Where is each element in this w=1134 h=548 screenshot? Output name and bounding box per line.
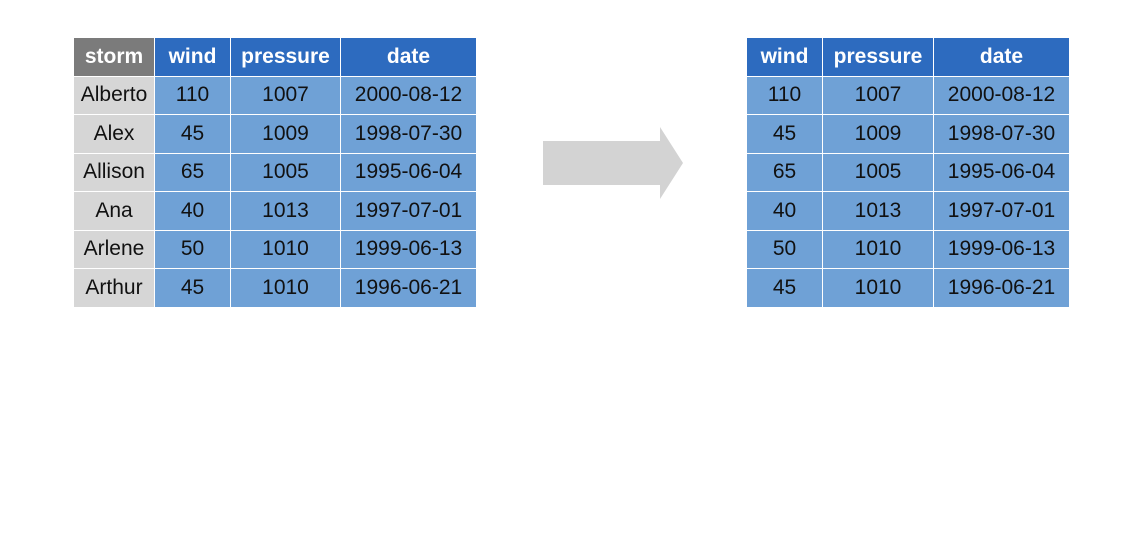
cell-storm: Alberto — [73, 75, 155, 115]
cell-wind: 110 — [154, 75, 231, 115]
result-table: wind pressure date 110 1007 2000-08-12 4… — [746, 37, 1070, 308]
cell-date: 1995-06-04 — [340, 152, 477, 192]
cell-storm: Alex — [73, 114, 155, 154]
cell-wind: 50 — [154, 229, 231, 269]
result-header-row: wind pressure date — [746, 37, 1070, 77]
source-header-row: storm wind pressure date — [73, 37, 477, 77]
cell-storm: Arthur — [73, 268, 155, 308]
cell-date: 1996-06-21 — [933, 268, 1070, 308]
cell-pressure: 1013 — [230, 191, 341, 231]
table-row: 45 1009 1998-07-30 — [746, 114, 1070, 154]
cell-pressure: 1007 — [822, 75, 934, 115]
table-row: 50 1010 1999-06-13 — [746, 229, 1070, 269]
cell-date: 1999-06-13 — [340, 229, 477, 269]
cell-date: 1997-07-01 — [933, 191, 1070, 231]
cell-pressure: 1009 — [230, 114, 341, 154]
cell-date: 2000-08-12 — [933, 75, 1070, 115]
table-row: Arlene 50 1010 1999-06-13 — [73, 229, 477, 269]
cell-date: 1998-07-30 — [933, 114, 1070, 154]
table-row: Ana 40 1013 1997-07-01 — [73, 191, 477, 231]
cell-wind: 110 — [746, 75, 823, 115]
cell-wind: 65 — [746, 152, 823, 192]
cell-date: 1999-06-13 — [933, 229, 1070, 269]
cell-pressure: 1010 — [230, 268, 341, 308]
cell-pressure: 1010 — [822, 229, 934, 269]
result-header-wind: wind — [746, 37, 823, 77]
table-row: Allison 65 1005 1995-06-04 — [73, 152, 477, 192]
cell-pressure: 1005 — [230, 152, 341, 192]
table-row: 110 1007 2000-08-12 — [746, 75, 1070, 115]
cell-date: 2000-08-12 — [340, 75, 477, 115]
table-row: 65 1005 1995-06-04 — [746, 152, 1070, 192]
table-row: Alberto 110 1007 2000-08-12 — [73, 75, 477, 115]
result-header-date: date — [933, 37, 1070, 77]
cell-storm: Allison — [73, 152, 155, 192]
cell-wind: 50 — [746, 229, 823, 269]
table-row: Alex 45 1009 1998-07-30 — [73, 114, 477, 154]
table-row: 40 1013 1997-07-01 — [746, 191, 1070, 231]
source-table: storm wind pressure date Alberto 110 100… — [73, 37, 477, 308]
cell-wind: 45 — [746, 114, 823, 154]
cell-wind: 45 — [746, 268, 823, 308]
cell-wind: 45 — [154, 114, 231, 154]
result-header-pressure: pressure — [822, 37, 934, 77]
cell-pressure: 1005 — [822, 152, 934, 192]
cell-storm: Arlene — [73, 229, 155, 269]
source-header-date: date — [340, 37, 477, 77]
cell-storm: Ana — [73, 191, 155, 231]
cell-pressure: 1013 — [822, 191, 934, 231]
cell-date: 1997-07-01 — [340, 191, 477, 231]
cell-wind: 65 — [154, 152, 231, 192]
table-row: 45 1010 1996-06-21 — [746, 268, 1070, 308]
cell-date: 1998-07-30 — [340, 114, 477, 154]
cell-pressure: 1010 — [230, 229, 341, 269]
cell-wind: 40 — [154, 191, 231, 231]
cell-pressure: 1010 — [822, 268, 934, 308]
source-header-wind: wind — [154, 37, 231, 77]
right-arrow-icon — [543, 127, 683, 199]
table-row: Arthur 45 1010 1996-06-21 — [73, 268, 477, 308]
cell-date: 1995-06-04 — [933, 152, 1070, 192]
cell-date: 1996-06-21 — [340, 268, 477, 308]
cell-wind: 45 — [154, 268, 231, 308]
cell-pressure: 1007 — [230, 75, 341, 115]
source-header-pressure: pressure — [230, 37, 341, 77]
cell-pressure: 1009 — [822, 114, 934, 154]
cell-wind: 40 — [746, 191, 823, 231]
source-header-storm: storm — [73, 37, 155, 77]
